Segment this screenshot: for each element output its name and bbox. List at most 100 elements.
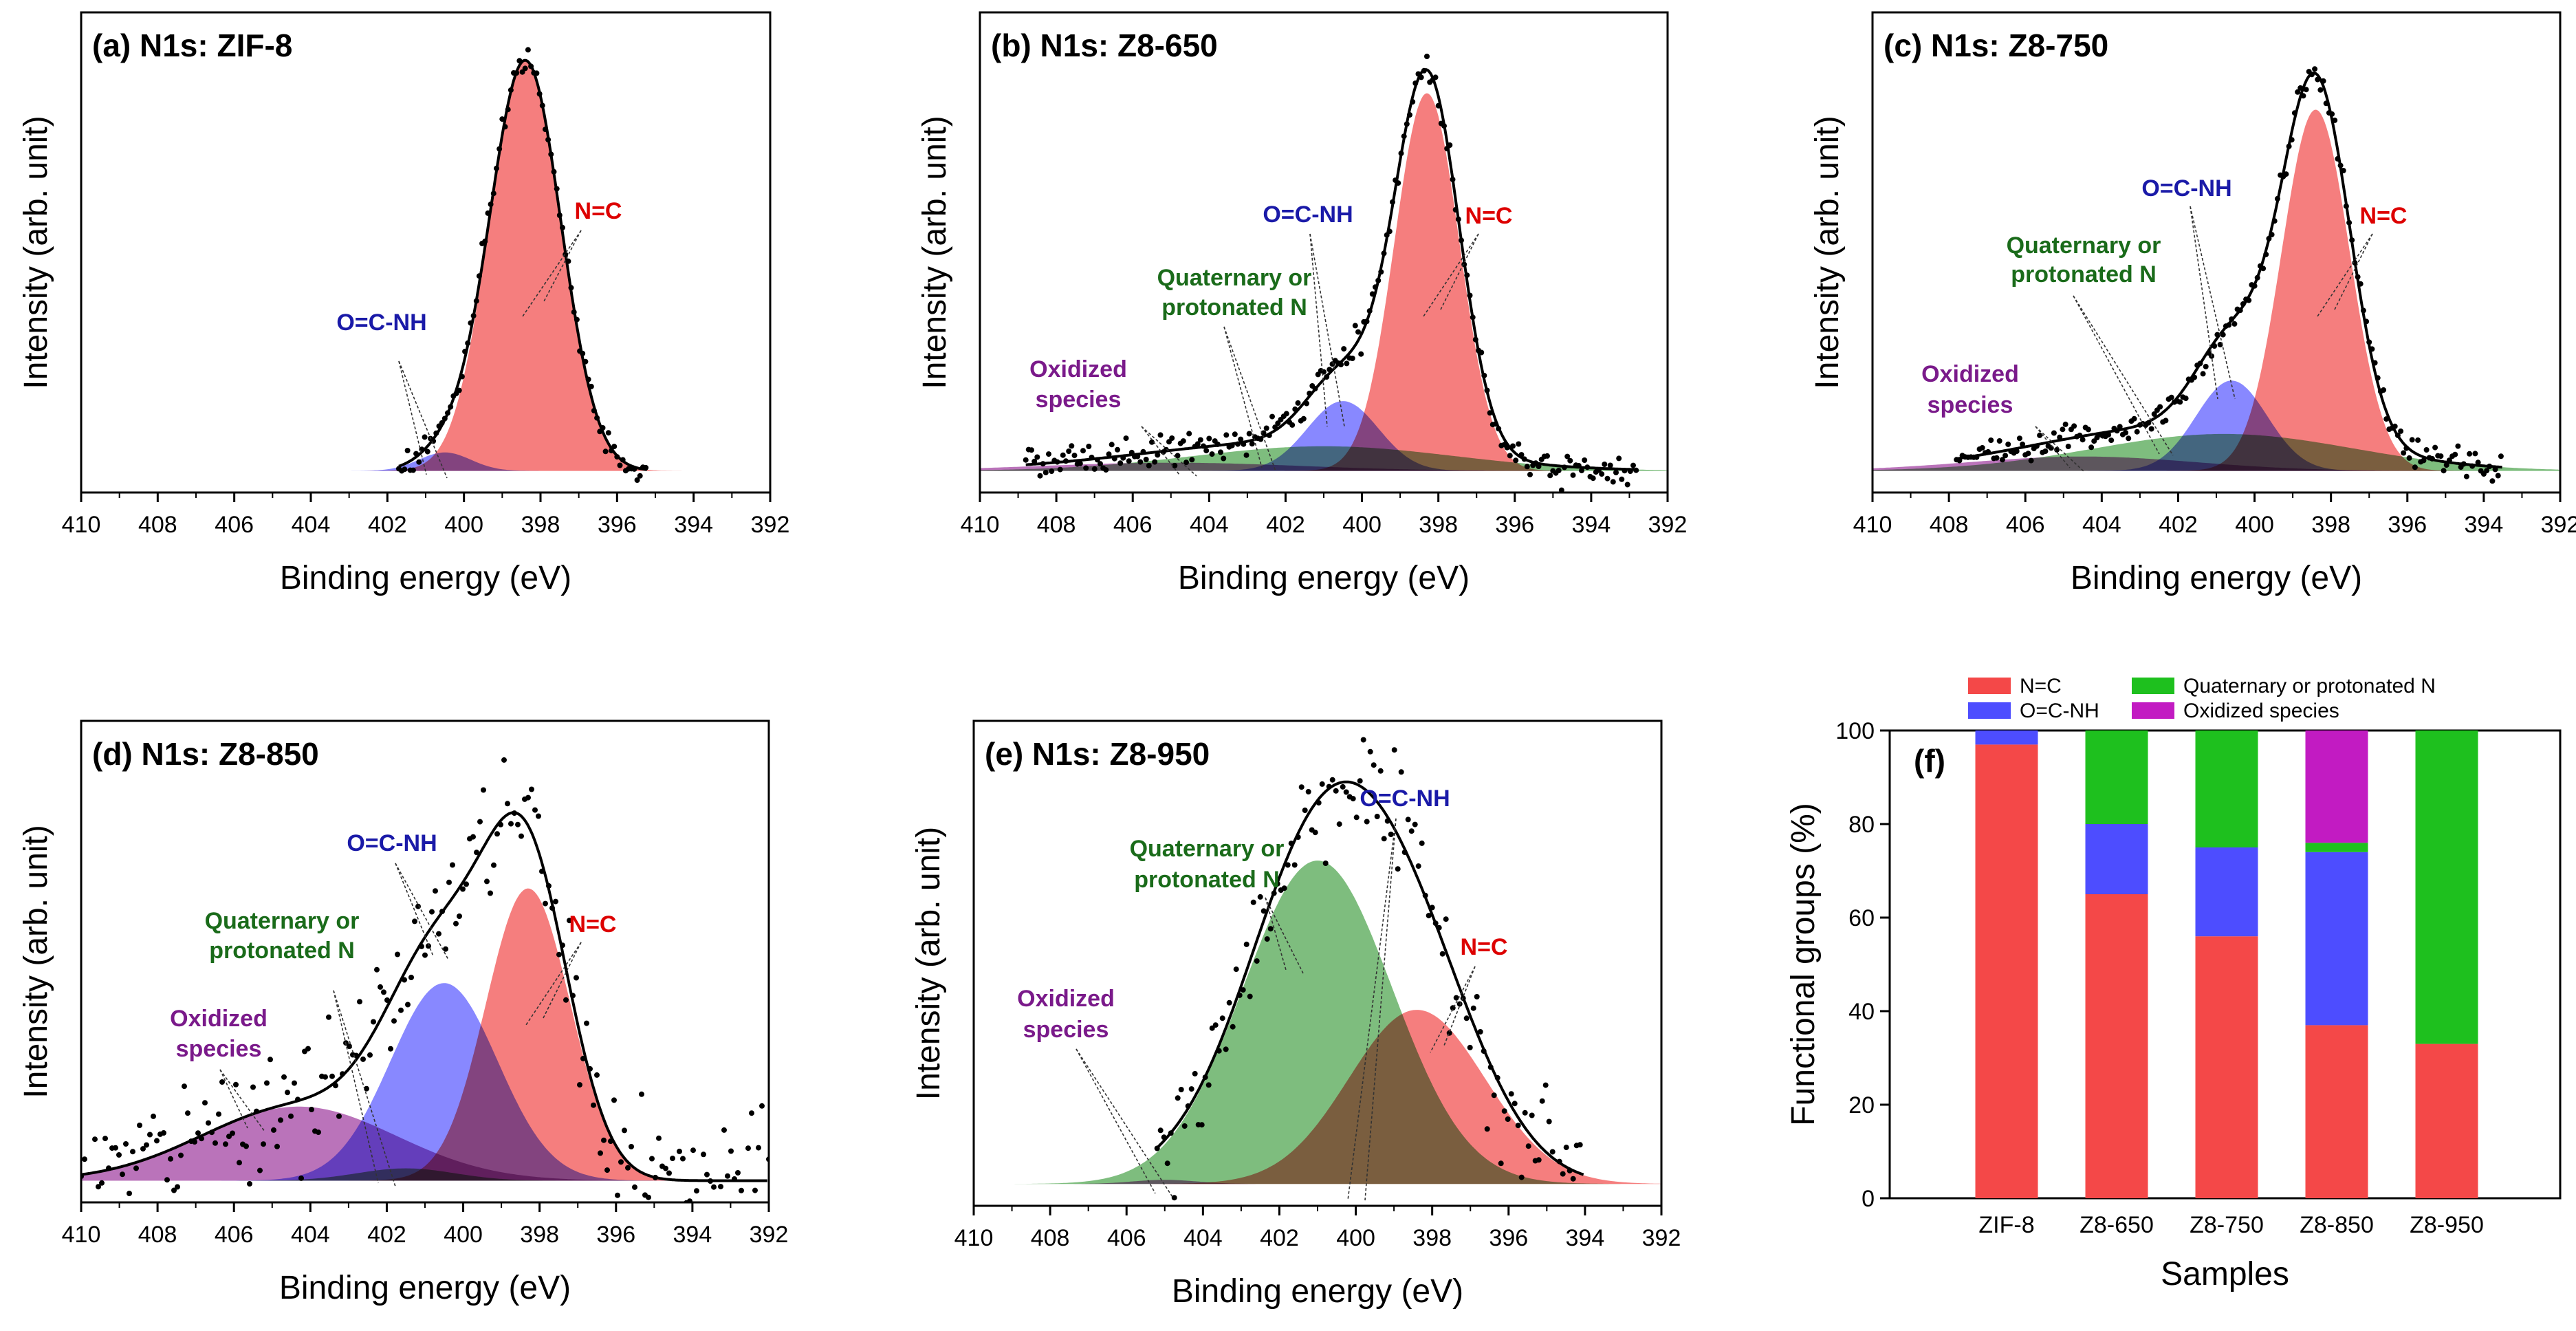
data-point [1407,112,1412,118]
data-point [507,87,514,93]
data-point [1371,762,1377,768]
data-point [2197,360,2203,367]
data-point [1522,1110,1528,1116]
data-point [1386,228,1393,235]
x-axis-title: Samples [2161,1256,2289,1292]
data-point [209,1129,215,1136]
annotation-label: N=C [1465,203,1513,229]
data-point [1366,308,1373,314]
data-point [598,1150,603,1156]
legend-label: Oxidized species [2183,700,2339,722]
x-tick-label: 398 [1419,512,1458,538]
annotation-arrow [2073,295,2174,456]
annotation-arrow [219,1069,265,1132]
plot-area [980,54,1668,493]
bar-segment-o-c-nh [2305,852,2368,1026]
data-point [1221,455,1227,462]
data-point [571,309,577,315]
data-point [371,1019,376,1025]
data-point [1349,356,1355,361]
data-point [2114,428,2120,434]
data-point [605,430,611,436]
x-tick-label: 406 [215,1222,254,1248]
data-point [1046,451,1051,457]
data-point [522,65,528,72]
data-point [1616,455,1622,462]
component-peak-2 [996,1180,1333,1184]
data-point [484,878,490,885]
data-point [2274,195,2280,202]
data-point [2131,415,2137,422]
data-point [1472,336,1478,343]
data-point [1163,446,1169,453]
data-point [2375,375,2381,381]
data-point [408,975,414,980]
data-point [402,466,408,473]
data-point [2126,435,2132,442]
data-point [1106,451,1112,457]
data-point [514,70,520,76]
data-point [1115,446,1120,453]
data-point [2312,66,2318,72]
data-point [2246,297,2252,303]
x-tick-label: 404 [1190,512,1229,538]
data-point [230,1130,235,1136]
data-point [384,997,390,1003]
data-point [600,425,606,431]
data-point [1071,453,1078,459]
data-point [185,1110,190,1116]
data-point [587,1065,593,1072]
data-point [1405,816,1411,823]
data-point [2401,450,2407,456]
data-point [120,1171,125,1178]
data-point [1327,367,1333,373]
annotation-label: Oxidized [1029,356,1127,382]
x-tick-label: 394 [673,1222,712,1248]
data-point [2077,432,2083,438]
bar-segment-o-c-nh [2085,824,2148,894]
x-tick-label: Z8-750 [2190,1212,2264,1238]
annotation-label: Quaternary or [2007,232,2161,259]
annotation-arrow [1430,966,1476,1053]
data-point [553,898,558,905]
data-point [728,1148,734,1154]
data-point [429,909,435,915]
data-point [508,821,514,827]
data-point [219,1079,225,1085]
data-point [1467,292,1473,299]
data-point [1161,1134,1167,1140]
data-point [735,1170,741,1176]
data-point [2452,451,2458,457]
data-point [1295,400,1301,406]
data-point [749,1110,754,1116]
data-point [1539,1098,1545,1104]
data-point [499,116,505,122]
annotation-label: O=C-NH [2141,175,2231,202]
data-point [718,1184,723,1190]
x-tick-label: 406 [1113,512,1153,538]
data-point [1340,783,1346,790]
data-point [1243,941,1249,947]
data-point [1168,1130,1174,1136]
data-point [1140,448,1146,455]
x-tick-label: 406 [1107,1225,1146,1251]
data-point [582,358,589,365]
data-point [2212,343,2218,349]
data-point [1023,457,1029,463]
data-point [2271,218,2278,224]
data-point [116,1152,122,1158]
annotation-label: protonated N [1134,867,1280,893]
x-tick-label: 408 [138,512,177,538]
annotation-arrow [395,863,434,957]
data-point [2443,462,2449,468]
x-tick-label: 394 [1566,1225,1605,1251]
data-point [673,1206,679,1211]
y-tick-label: 20 [1848,1092,1875,1118]
data-point [1304,400,1309,407]
x-tick-label: 398 [2311,512,2350,538]
data-point [536,91,543,97]
plot-area [1873,66,2560,484]
data-point [1584,464,1591,470]
data-point [1289,422,1296,428]
data-point [534,70,540,76]
